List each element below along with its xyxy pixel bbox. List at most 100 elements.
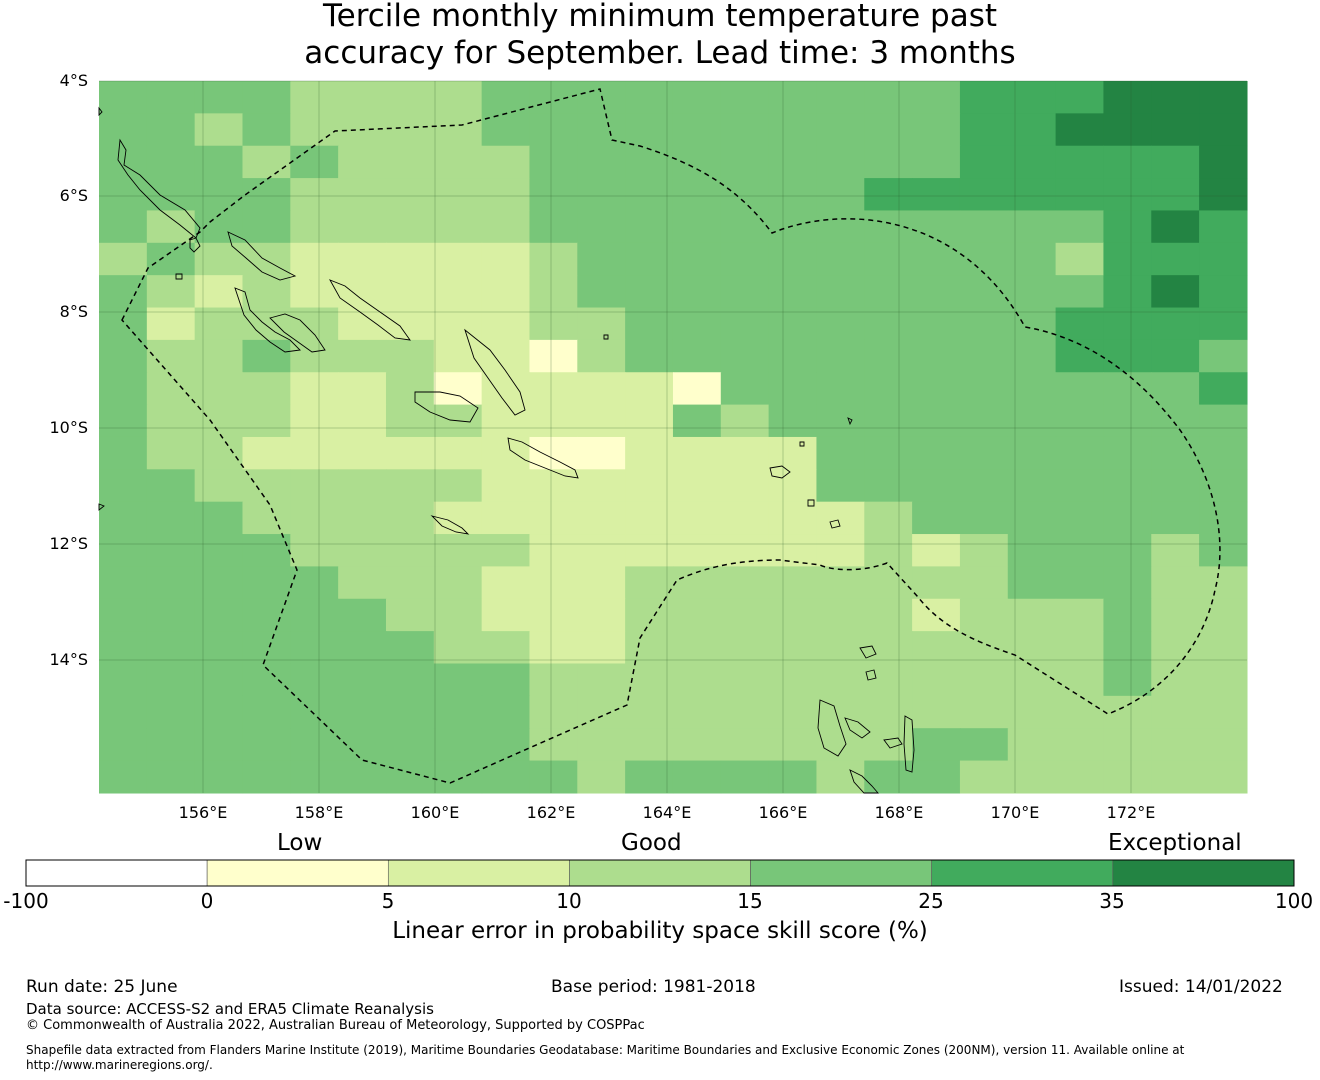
grid-cell [1199, 275, 1248, 309]
colorbar-segment [750, 859, 933, 887]
grid-cell [242, 404, 291, 438]
grid-cell [529, 469, 578, 503]
grid-cell [1199, 339, 1248, 373]
grid-cell [1151, 145, 1200, 179]
grid-cell [1151, 242, 1200, 276]
grid-cell [959, 81, 1009, 114]
grid-cell [625, 339, 674, 373]
grid-cell [290, 469, 339, 503]
grid-cell [385, 275, 435, 309]
grid-cell [529, 275, 578, 309]
grid-cell [1103, 534, 1152, 567]
lon-label-166e: 166°E [758, 803, 808, 822]
base-period: Base period: 1981-2018 [551, 977, 756, 997]
grid-cell [194, 631, 244, 665]
grid-cell [1199, 469, 1248, 503]
grid-cell [1055, 760, 1105, 794]
chart-title-line-2: accuracy for September. Lead time: 3 mon… [304, 35, 1016, 71]
grid-cell [99, 728, 148, 762]
grid-cell [816, 81, 865, 114]
grid-cell [99, 339, 148, 373]
grid-cell [625, 501, 674, 535]
grid-cell [146, 501, 196, 535]
grid-cell [242, 534, 291, 567]
grid-cell [816, 501, 865, 535]
grid-cell [194, 663, 244, 697]
grid-cell [625, 145, 674, 179]
grid-cell [912, 663, 961, 697]
grid-cell [99, 145, 148, 179]
grid-cell [529, 307, 578, 341]
grid-cell [625, 760, 674, 794]
lon-label-158e: 158°E [294, 803, 344, 822]
grid-cell [481, 501, 531, 535]
grid-cell [481, 404, 531, 438]
grid-cell [912, 145, 961, 179]
grid-cell [1151, 631, 1200, 665]
grid-cell [768, 501, 818, 535]
grid-cell [1151, 663, 1200, 697]
grid-cell [816, 178, 865, 212]
grid-cell [1103, 631, 1152, 665]
grid-cell [768, 113, 818, 147]
grid-cell [481, 372, 531, 406]
grid-cell [577, 566, 626, 600]
grid-cell [672, 631, 722, 665]
grid-cell [146, 307, 196, 341]
grid-cell [577, 307, 626, 341]
grid-cell [481, 307, 531, 341]
grid-cell [959, 598, 1009, 632]
grid-cell [1007, 339, 1057, 373]
grid-cell [146, 275, 196, 309]
grid-cell [290, 598, 339, 632]
grid-cell [146, 728, 196, 762]
grid-cell [481, 760, 531, 794]
island-outline [507, 437, 579, 479]
chart-title-line-1: Tercile monthly minimum temperature past [322, 0, 998, 34]
grid-cell [577, 598, 626, 632]
grid-cell [194, 469, 244, 503]
grid-cell [1199, 242, 1248, 276]
grid-cell [1103, 372, 1152, 406]
grid-cell [338, 372, 387, 406]
grid-cell [959, 210, 1009, 244]
grid-cell [625, 534, 674, 567]
grid-cell [194, 81, 244, 114]
grid-cell [99, 436, 148, 470]
island-outline [799, 441, 805, 447]
grid-cell [768, 436, 818, 470]
grid-cell [433, 372, 483, 406]
grid-cell [529, 145, 578, 179]
grid-cell [529, 534, 578, 567]
grid-cell [146, 339, 196, 373]
grid-cell [720, 81, 770, 114]
grid-cell [385, 469, 435, 503]
grid-cell [577, 372, 626, 406]
grid-cell [1055, 404, 1105, 438]
grid-cell [1055, 695, 1105, 729]
grid-cell [1151, 501, 1200, 535]
grid-cell [959, 663, 1009, 697]
grid-cell [290, 242, 339, 276]
grid-cell [1007, 436, 1057, 470]
grid-cell [99, 242, 148, 276]
coastlines [98, 106, 915, 794]
grid-cell [720, 760, 770, 794]
grid-cell [529, 178, 578, 212]
grid-cell [146, 178, 196, 212]
grid-cell [1199, 760, 1248, 794]
grid-cell [338, 275, 387, 309]
grid-cell [1007, 145, 1057, 179]
grid-cell [481, 242, 531, 276]
grid-cell [577, 404, 626, 438]
grid-cell [1199, 566, 1248, 600]
grid-cell [912, 695, 961, 729]
grid-cell [1103, 145, 1152, 179]
island-outline [234, 287, 301, 353]
grid-cell [1055, 307, 1105, 341]
colorbar [25, 859, 1295, 887]
grid-cell [385, 178, 435, 212]
grid-cell [481, 534, 531, 567]
grid-cell [99, 113, 148, 147]
grid-cell [720, 631, 770, 665]
